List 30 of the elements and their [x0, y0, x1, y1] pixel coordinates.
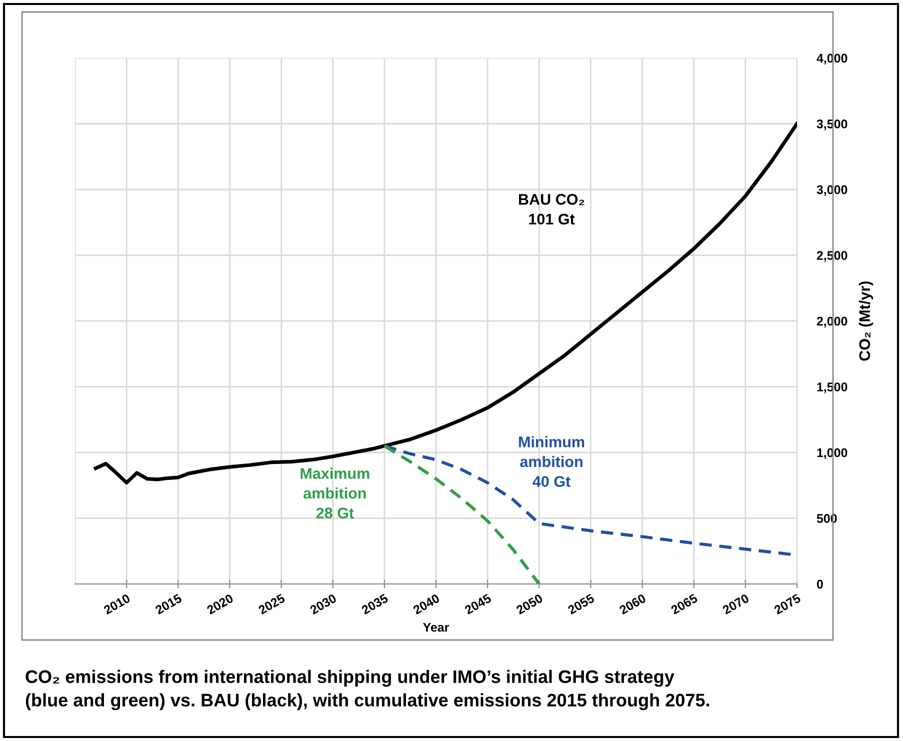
y-tick-label: 3,500: [816, 120, 848, 130]
x-tick-label: 2060: [618, 594, 646, 615]
x-tick-label: 2050: [516, 594, 544, 615]
x-tick-label: 2015: [154, 593, 182, 615]
y-tick-label: 0: [816, 580, 823, 589]
y-tick-label: 1,000: [817, 448, 848, 459]
text: BAU CO₂ 101 Gt: [519, 194, 584, 225]
y-tick-label: 4,000: [816, 54, 848, 64]
y-axis-title: CO₂ (Mt/yr): [858, 281, 874, 361]
x-tick-label: 2075: [773, 593, 802, 615]
y-tick-label: 500: [816, 514, 837, 523]
y-tick-label: 2,000: [816, 316, 848, 328]
y-tick-label: 1,500: [817, 382, 848, 394]
x-tick-label: 2040: [412, 594, 440, 615]
line-series: [94, 122, 797, 485]
x-tick-label: 2025: [258, 593, 286, 615]
x-tick-label: 2065: [670, 593, 698, 615]
x-tick-label: 2030: [309, 594, 338, 615]
x-tick-label: 2020: [206, 594, 234, 615]
x-axis-title: Year: [423, 623, 450, 632]
x-tick-label: 2045: [464, 593, 492, 615]
series-label: Maximum ambition 28 Gt: [300, 468, 370, 518]
x-tick-label: 2055: [567, 593, 596, 615]
x-tick-label: 2070: [722, 594, 750, 615]
y-tick-label: 3,000: [816, 185, 848, 196]
series-label: Minimum ambition 40 Gt: [519, 436, 584, 487]
text: CO₂ emissions from international shipping under IMO’s initial GHG strategy (blue and green) vs. BAU (black), with cumulative emissions 2015 through 2075.: [26, 670, 710, 710]
x-tick-label: 2010: [103, 594, 131, 615]
x-tick-label: 2035: [360, 593, 389, 615]
y-tick-label: 2,500: [816, 251, 848, 262]
